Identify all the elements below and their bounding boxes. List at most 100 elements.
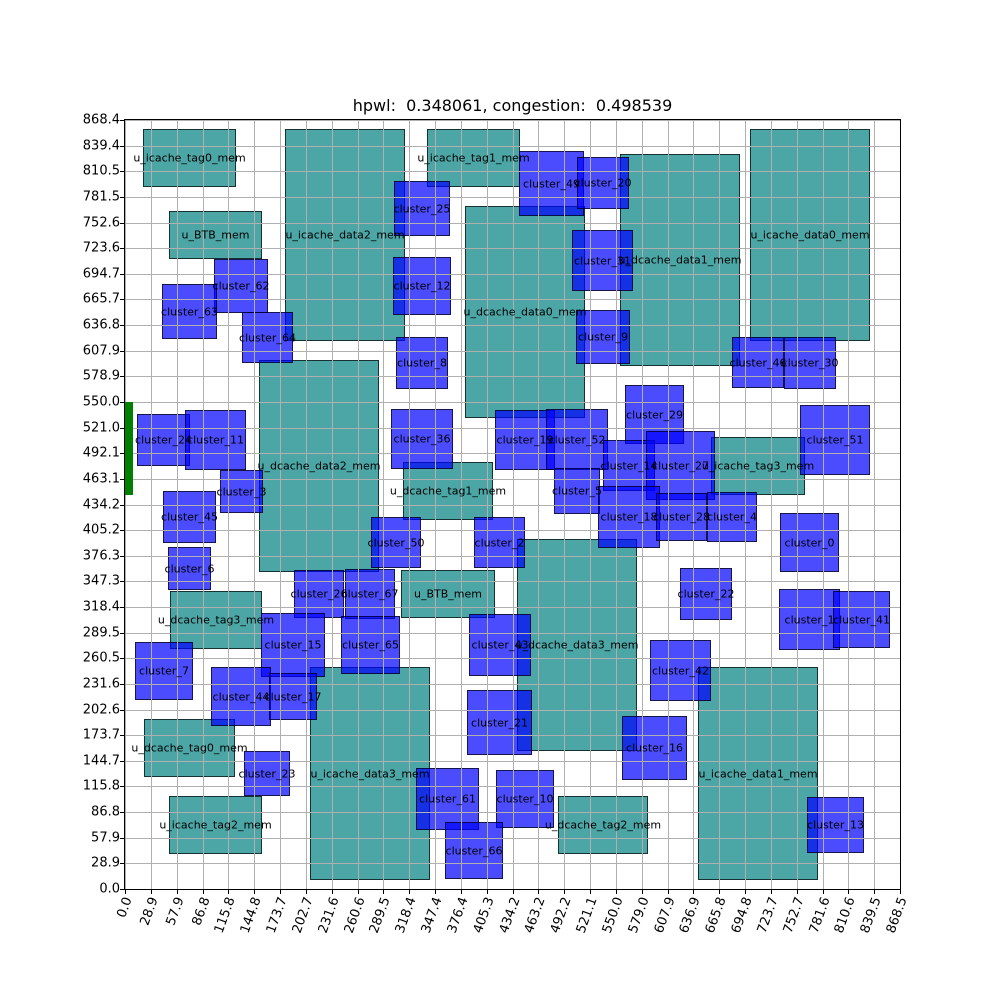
macro-block — [170, 591, 262, 649]
x-tick-mark — [538, 889, 539, 894]
x-tick-label: 376.4 — [444, 895, 472, 936]
cluster-label: cluster_27 — [652, 459, 709, 472]
y-tick-label: 173.7 — [82, 727, 120, 743]
y-tick-mark — [120, 146, 125, 147]
y-tick-label: 752.6 — [82, 215, 120, 231]
x-tick-label: 173.7 — [263, 895, 291, 936]
y-tick-label: 868.4 — [82, 112, 120, 128]
cluster-label: cluster_45 — [161, 510, 218, 524]
x-tick-label: 115.8 — [212, 895, 239, 936]
x-tick-label: 723.7 — [754, 895, 782, 936]
cluster-label: cluster_43 — [471, 638, 529, 652]
y-tick-mark — [120, 786, 125, 787]
x-tick-label: 550.0 — [599, 895, 627, 936]
cluster-block — [162, 284, 217, 339]
cluster-label: cluster_20 — [574, 176, 632, 190]
cluster-block — [496, 770, 554, 828]
x-tick-label: 347.4 — [418, 895, 446, 936]
y-tick-label: 781.5 — [82, 189, 120, 205]
cluster-block — [469, 614, 531, 676]
x-tick-mark — [203, 889, 204, 894]
y-tick-label: 289.5 — [82, 625, 120, 641]
macro-block — [144, 719, 235, 777]
y-tick-mark — [120, 274, 125, 275]
x-tick-mark — [900, 889, 901, 894]
macro-block — [698, 667, 818, 880]
y-tick-mark — [120, 761, 125, 762]
cluster-block — [467, 690, 532, 755]
cluster-block — [474, 517, 525, 568]
y-tick-mark — [120, 120, 125, 121]
cluster-label: cluster_52 — [548, 433, 606, 446]
x-tick-mark — [487, 889, 488, 894]
grid-line-vertical — [125, 120, 126, 889]
y-tick-label: 694.7 — [82, 266, 120, 282]
y-tick-label: 839.4 — [82, 138, 120, 154]
y-tick-label: 434.2 — [82, 497, 120, 512]
macro-label: u_icache_tag0_mem — [133, 151, 246, 165]
y-tick-label: 723.6 — [82, 240, 120, 256]
y-tick-label: 550.0 — [82, 394, 120, 410]
y-tick-mark — [120, 248, 125, 249]
cluster-block — [214, 259, 268, 313]
cluster-label: cluster_9 — [578, 330, 628, 344]
cluster-label: cluster_30 — [781, 356, 839, 370]
y-tick-label: 376.3 — [82, 548, 120, 564]
x-tick-label: 28.9 — [137, 895, 162, 928]
cluster-label: cluster_51 — [806, 433, 864, 447]
x-tick-label: 839.5 — [857, 895, 885, 936]
macro-block — [169, 796, 262, 854]
y-tick-mark — [120, 607, 125, 608]
macro-label: u_dcache_data1_mem — [618, 253, 742, 267]
macro-label: u_BTB_mem — [414, 587, 482, 601]
cluster-block — [391, 409, 453, 469]
macro-label: u_dcache_tag3_mem — [157, 613, 275, 627]
port-marker-bar — [125, 401, 134, 495]
y-tick-label: 636.8 — [82, 317, 120, 333]
y-tick-mark — [120, 428, 125, 429]
cluster-block — [576, 310, 630, 364]
x-tick-mark — [616, 889, 617, 894]
chart-title: hpwl: 0.348061, congestion: 0.498539 — [352, 96, 673, 115]
x-tick-mark — [590, 889, 591, 894]
y-tick-mark — [120, 863, 125, 864]
macro-label: u_BTB_mem — [181, 228, 250, 242]
y-tick-label: 810.5 — [82, 163, 120, 179]
cluster-block — [779, 589, 840, 650]
x-tick-mark — [513, 889, 514, 894]
cluster-label: cluster_0 — [784, 536, 835, 549]
x-tick-mark — [642, 889, 643, 894]
macro-label: u_icache_tag2_mem — [159, 818, 272, 832]
x-tick-label: 144.8 — [237, 895, 265, 936]
y-tick-label: 578.9 — [82, 368, 120, 384]
x-tick-label: 86.8 — [189, 895, 214, 928]
cluster-block — [211, 667, 271, 726]
y-tick-label: 405.2 — [82, 522, 120, 538]
macro-label: u_icache_data2_mem — [285, 228, 405, 242]
macro-label: u_icache_data1_mem — [698, 767, 818, 780]
macro-label: u_icache_tag3_mem — [701, 459, 815, 473]
cluster-block — [269, 673, 317, 720]
cluster-block — [519, 151, 584, 216]
y-tick-mark — [120, 530, 125, 531]
cluster-block — [650, 640, 711, 701]
y-tick-label: 665.7 — [82, 291, 120, 307]
cluster-label: cluster_42 — [652, 664, 709, 677]
y-tick-label: 0.0 — [99, 881, 120, 897]
cluster-label: cluster_3 — [216, 485, 267, 498]
x-tick-mark — [874, 889, 875, 894]
x-tick-label: 57.9 — [163, 895, 188, 928]
y-tick-label: 115.8 — [82, 778, 120, 794]
cluster-block — [780, 513, 839, 572]
y-tick-mark — [120, 325, 125, 326]
y-tick-mark — [120, 402, 125, 403]
cluster-label: cluster_25 — [393, 202, 451, 215]
macro-block — [169, 211, 262, 259]
cluster-label: cluster_13 — [807, 818, 864, 832]
cluster-block — [294, 570, 344, 618]
x-tick-label: 868.5 — [883, 895, 911, 936]
macro-block — [750, 129, 870, 341]
cluster-label: cluster_18 — [600, 510, 658, 524]
x-tick-mark — [358, 889, 359, 894]
cluster-label: cluster_15 — [264, 638, 322, 652]
